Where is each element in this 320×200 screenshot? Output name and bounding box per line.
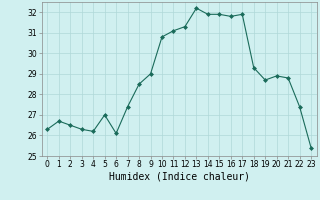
X-axis label: Humidex (Indice chaleur): Humidex (Indice chaleur) xyxy=(109,172,250,182)
